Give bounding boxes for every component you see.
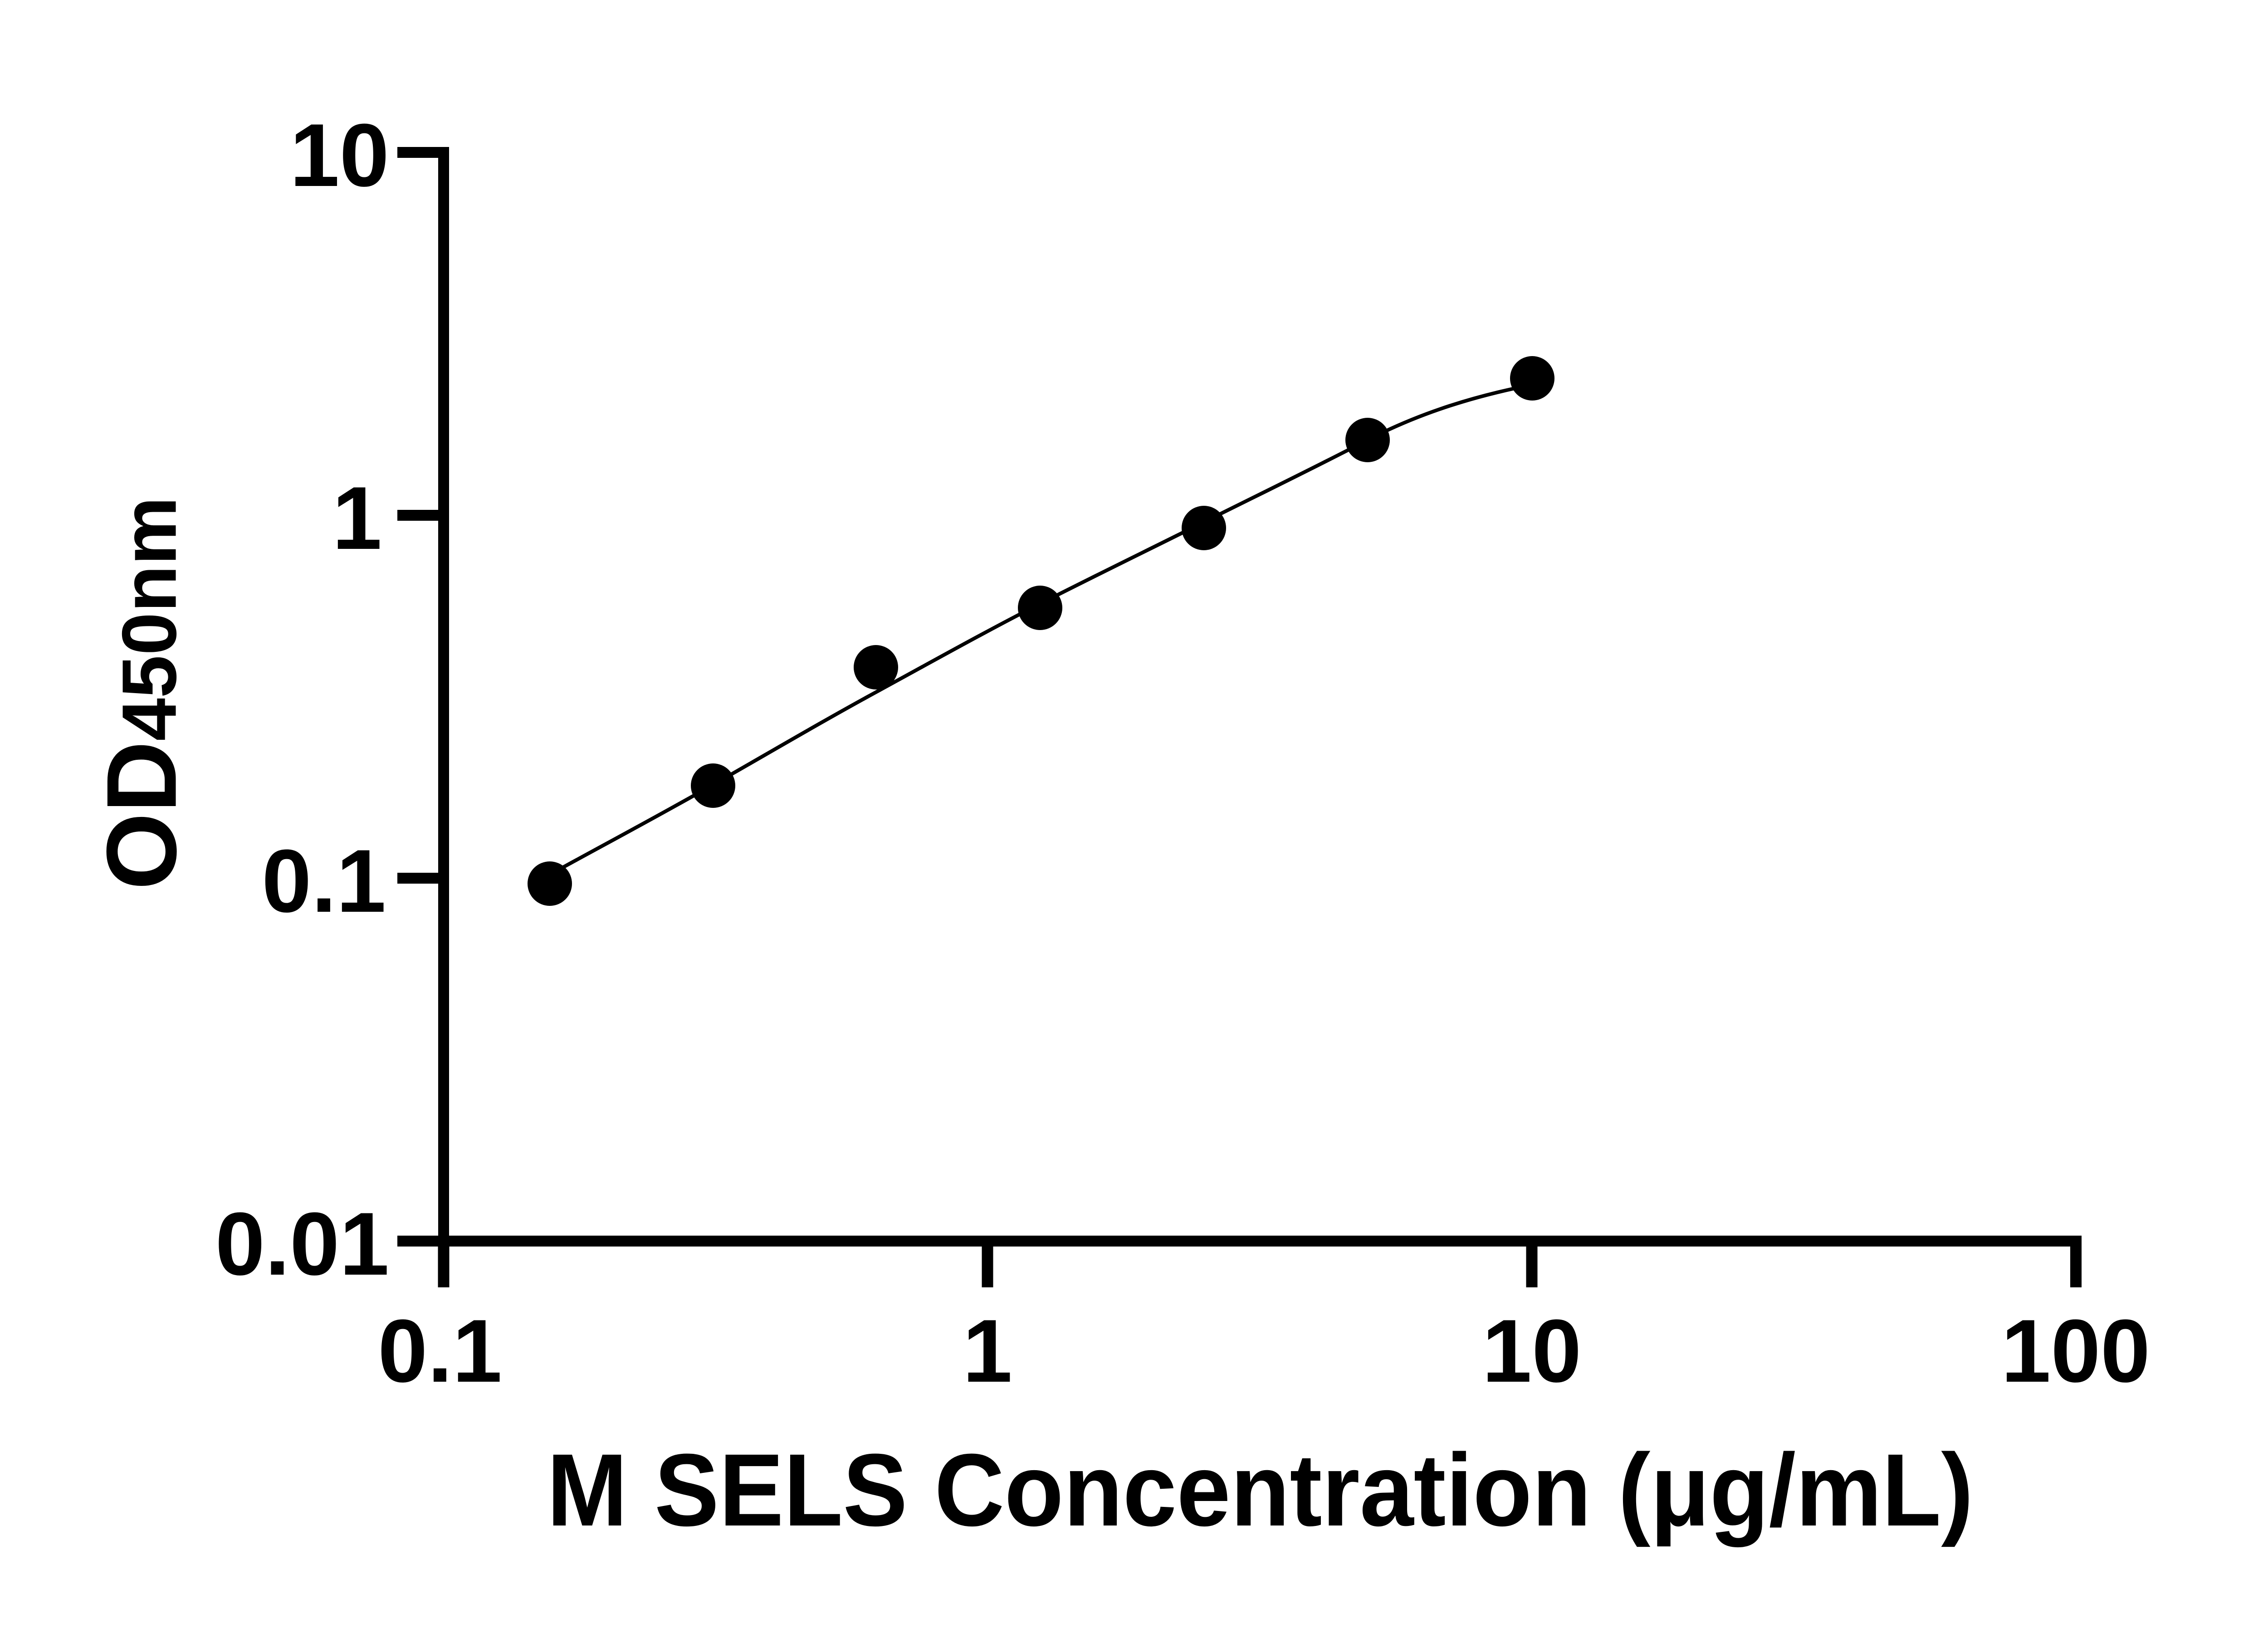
svg-text:0.1: 0.1	[378, 1301, 502, 1401]
svg-text:1: 1	[332, 468, 382, 568]
svg-text:0.01: 0.01	[215, 1194, 389, 1294]
svg-text:1: 1	[963, 1301, 1012, 1401]
svg-text:10: 10	[290, 105, 389, 205]
svg-text:0.1: 0.1	[262, 831, 386, 931]
svg-text:M SELS Concentration (μg/mL): M SELS Concentration (μg/mL)	[547, 1433, 1974, 1548]
svg-text:10: 10	[1482, 1301, 1581, 1401]
svg-text:100: 100	[2001, 1301, 2151, 1401]
